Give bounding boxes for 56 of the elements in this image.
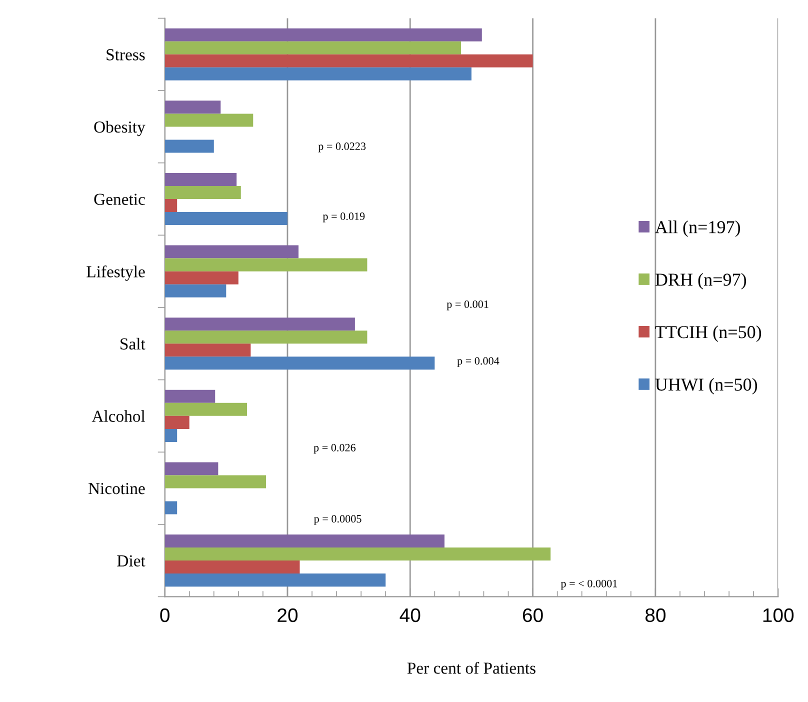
y-tick-label: Salt	[120, 338, 146, 350]
bar	[164, 475, 266, 488]
bar	[164, 402, 248, 416]
bar	[164, 245, 299, 258]
x-tick-label: 80	[645, 608, 666, 622]
annotation: p = 0.0005	[314, 515, 362, 525]
y-tick-label: Stress	[106, 49, 145, 60]
bar	[164, 284, 226, 298]
x-tick-label: 60	[522, 608, 543, 622]
bar	[164, 271, 238, 284]
bar	[164, 186, 241, 200]
bar	[164, 54, 533, 68]
bar	[164, 212, 288, 226]
annotation: p = 0.0223	[318, 142, 366, 152]
x-tick-label: 0	[160, 608, 170, 622]
bar	[164, 534, 444, 548]
bar	[164, 28, 482, 42]
bar	[164, 344, 251, 357]
annotation: p = 0.001	[446, 300, 488, 310]
bar	[164, 574, 386, 587]
bar	[164, 140, 214, 153]
y-tick-label: Alcohol	[92, 410, 146, 422]
bar	[164, 199, 178, 212]
x-axis-title: Per cent of Patients	[407, 662, 536, 674]
bar	[164, 428, 178, 442]
y-tick-label: Lifestyle	[86, 265, 145, 281]
x-tick-label: 20	[278, 608, 298, 622]
legend-label: All (n=197)	[655, 220, 740, 237]
y-tick-label: Diet	[117, 555, 146, 566]
bar	[164, 41, 462, 54]
legend-label: UHWI (n=50)	[655, 378, 758, 394]
y-tick-label: Obesity	[94, 120, 146, 136]
x-tick-label: 100	[763, 608, 794, 622]
bar	[164, 548, 551, 561]
bar	[164, 67, 472, 80]
bar	[164, 172, 237, 186]
bar	[164, 560, 300, 574]
bar	[164, 330, 368, 344]
x-tick-label: 40	[400, 608, 420, 622]
legend-label: TTCIH (n=50)	[655, 326, 762, 342]
annotation: p = 0.026	[314, 444, 356, 454]
bar	[164, 501, 178, 514]
legend-label: DRH (n=97)	[655, 273, 746, 290]
bar	[164, 390, 216, 403]
bar	[164, 416, 190, 429]
bar	[164, 462, 218, 476]
y-tick-label: Genetic	[94, 194, 145, 205]
annotation: p = 0.004	[457, 357, 500, 367]
bar	[164, 114, 254, 127]
annotation: p = < 0.0001	[560, 580, 618, 590]
bar	[164, 356, 435, 370]
bar	[164, 100, 221, 114]
y-tick-label: Nicotine	[88, 482, 145, 494]
bar	[164, 318, 355, 331]
annotation: p = 0.019	[322, 212, 365, 222]
bar	[164, 258, 368, 272]
